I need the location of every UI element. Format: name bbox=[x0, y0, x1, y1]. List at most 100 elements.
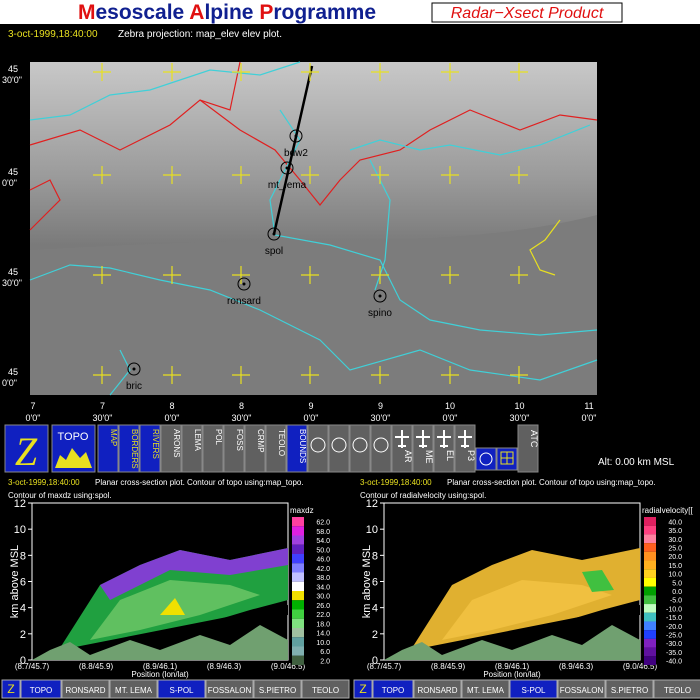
button-label: S.PIETRO bbox=[259, 686, 296, 695]
colorbar-label: -10.0 bbox=[666, 606, 682, 613]
lon-label: 11 bbox=[584, 401, 593, 411]
cross bbox=[301, 166, 319, 184]
button[interactable] bbox=[160, 424, 182, 473]
button[interactable] bbox=[349, 424, 371, 473]
colorbar-label: 10.0 bbox=[316, 640, 330, 647]
station bbox=[237, 277, 251, 291]
cross bbox=[163, 63, 181, 81]
radar-icon bbox=[310, 437, 326, 453]
station-dot bbox=[242, 282, 246, 286]
button[interactable] bbox=[557, 679, 606, 699]
button[interactable] bbox=[253, 679, 302, 699]
border bbox=[199, 99, 598, 206]
button[interactable] bbox=[223, 424, 245, 473]
button[interactable] bbox=[20, 679, 62, 699]
button[interactable] bbox=[61, 679, 110, 699]
colorbar-swatch bbox=[644, 534, 656, 544]
button[interactable] bbox=[653, 679, 700, 699]
button[interactable] bbox=[301, 679, 350, 699]
button[interactable] bbox=[461, 679, 510, 699]
colorbar-label: -30.0 bbox=[666, 641, 682, 648]
lon-label: 0'0" bbox=[26, 413, 41, 423]
colorbar-label: 22.0 bbox=[316, 612, 330, 619]
y-tick-label: 12 bbox=[366, 498, 378, 510]
colorbar-swatch bbox=[644, 560, 656, 570]
colorbar-swatch bbox=[292, 544, 304, 554]
colorbar-swatch bbox=[292, 591, 304, 601]
colorbar-swatch bbox=[644, 612, 656, 622]
button[interactable] bbox=[328, 424, 350, 473]
colorbar-label: -25.0 bbox=[666, 633, 682, 640]
colorbar-swatch bbox=[292, 646, 304, 656]
button[interactable] bbox=[509, 679, 558, 699]
colorbar-label: 5.0 bbox=[672, 580, 682, 587]
station-dot bbox=[132, 367, 136, 371]
button[interactable] bbox=[139, 424, 161, 473]
colorbar-swatch bbox=[292, 581, 304, 591]
button[interactable] bbox=[109, 679, 158, 699]
button[interactable] bbox=[1, 679, 21, 699]
lon-label: 9 bbox=[308, 401, 313, 411]
button-label: Z bbox=[15, 429, 38, 474]
button[interactable] bbox=[286, 424, 308, 473]
colorbar-label: 38.0 bbox=[316, 575, 330, 582]
plane-icon bbox=[437, 430, 451, 448]
colorbar-label: -20.0 bbox=[666, 624, 682, 631]
colorbar-label: 34.0 bbox=[316, 584, 330, 591]
radar-icon bbox=[373, 437, 389, 453]
lon-label: 9 bbox=[378, 401, 383, 411]
button[interactable] bbox=[202, 424, 224, 473]
button[interactable] bbox=[605, 679, 654, 699]
altitude: Alt: 0.00 km MSL bbox=[598, 457, 675, 468]
x-tick-label: (8.8/45.9) bbox=[431, 662, 466, 671]
x-axis-label: Position (lon/lat) bbox=[131, 670, 189, 679]
button[interactable] bbox=[370, 424, 392, 473]
cross bbox=[301, 63, 319, 81]
colorbar-swatch bbox=[644, 604, 656, 613]
button[interactable] bbox=[4, 424, 49, 473]
radar-icon bbox=[331, 437, 347, 453]
y-axis-label: km above MSL bbox=[9, 545, 21, 618]
title-part: lpine bbox=[204, 1, 259, 24]
button-label: S-POL bbox=[521, 686, 546, 695]
y-tick-label: 10 bbox=[14, 524, 26, 536]
button[interactable] bbox=[475, 447, 497, 471]
button[interactable] bbox=[118, 424, 140, 473]
lat-label: 0'0" bbox=[2, 378, 17, 388]
cross bbox=[93, 166, 111, 184]
colorbar-label: 26.0 bbox=[316, 603, 330, 610]
station-label: bdw2 bbox=[284, 148, 308, 159]
lon-label: 0'0" bbox=[582, 413, 597, 423]
button[interactable] bbox=[265, 424, 287, 473]
station-dot bbox=[285, 166, 289, 170]
button-label: ME bbox=[424, 450, 434, 464]
colorbar-label: -35.0 bbox=[666, 650, 682, 657]
colorbar-label: 20.0 bbox=[668, 554, 682, 561]
button[interactable] bbox=[353, 679, 373, 699]
title-part: P bbox=[259, 1, 273, 24]
button-label: MT. LEMA bbox=[467, 686, 505, 695]
button[interactable] bbox=[205, 679, 254, 699]
button[interactable] bbox=[517, 424, 539, 473]
colorbar-swatch bbox=[644, 656, 656, 665]
lat-label: 45 bbox=[8, 64, 18, 74]
panel-datetime: 3-oct-1999,18:40:00 bbox=[360, 478, 432, 487]
button[interactable] bbox=[97, 424, 119, 473]
plane-icon bbox=[416, 430, 430, 448]
button[interactable] bbox=[181, 424, 203, 473]
button[interactable] bbox=[307, 424, 329, 473]
button[interactable] bbox=[413, 679, 462, 699]
echo bbox=[160, 598, 185, 615]
button-label: MAP bbox=[109, 429, 118, 446]
colorbar-label: 62.0 bbox=[316, 520, 330, 527]
button[interactable] bbox=[157, 679, 206, 699]
button-label: TEOLO bbox=[277, 429, 286, 456]
topo bbox=[32, 625, 288, 660]
cross bbox=[510, 63, 528, 81]
button[interactable] bbox=[372, 679, 414, 699]
button[interactable] bbox=[244, 424, 266, 473]
cross bbox=[371, 63, 389, 81]
colorbar-swatch bbox=[292, 517, 304, 527]
lon-label: 7 bbox=[30, 401, 35, 411]
